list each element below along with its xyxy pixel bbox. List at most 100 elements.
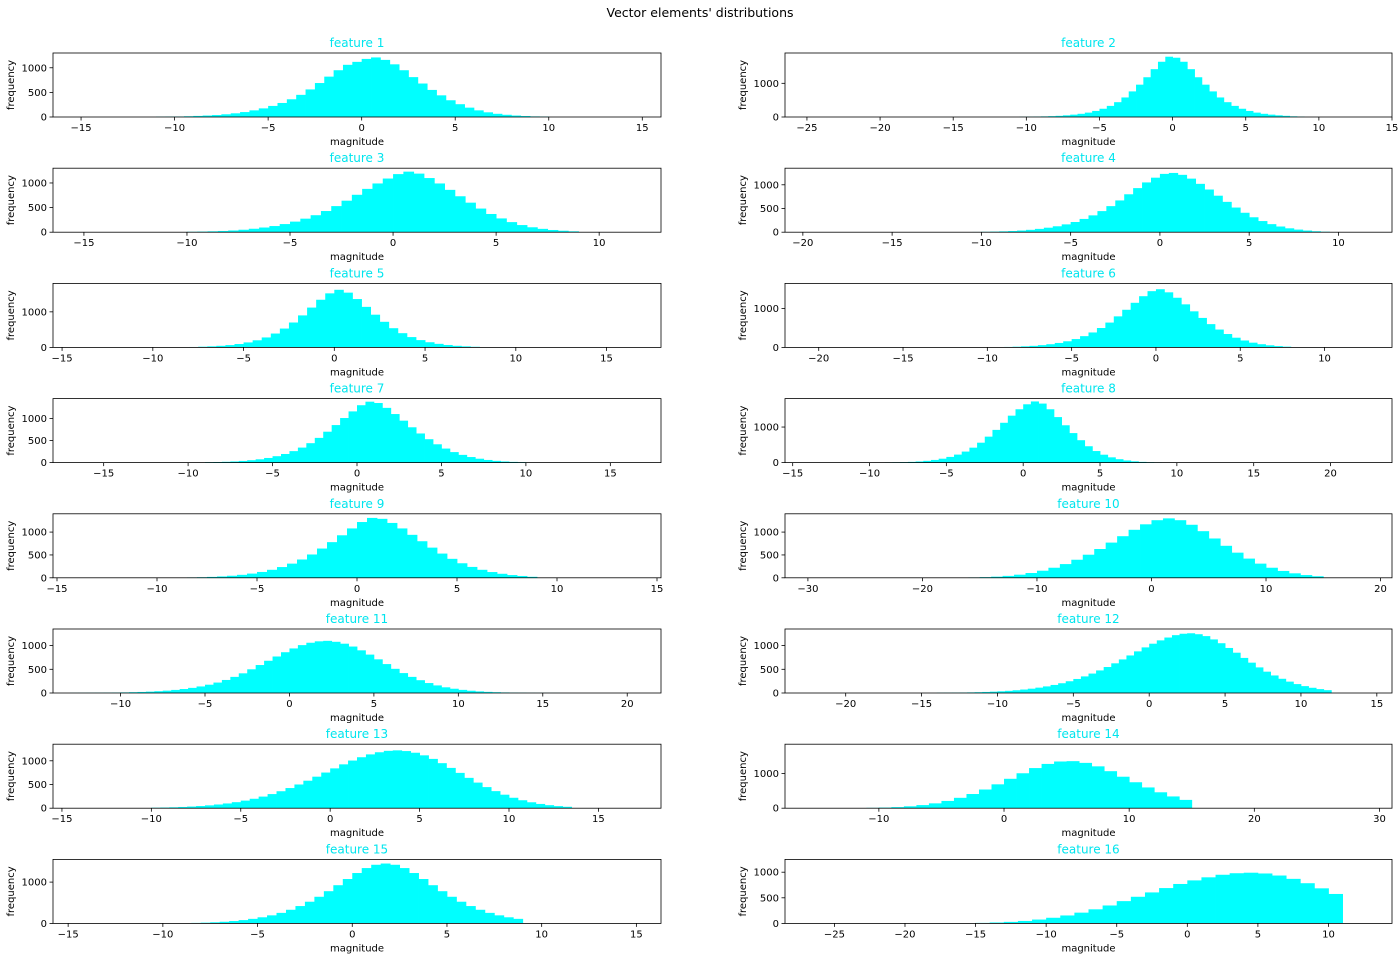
x-tick-label: −5 [250, 584, 265, 595]
subplot-feature-7: feature 7 −15 −10 −5 0 5 10 15 0 500 1000 magnitude… [6, 382, 662, 494]
histogram-bar [954, 454, 963, 463]
y-tick-label: 0 [41, 228, 47, 239]
histogram-bar [1223, 102, 1232, 117]
y-axis-label: frequency [6, 290, 17, 340]
x-tick-label: −15 [943, 123, 964, 134]
axes-frame [784, 398, 1393, 464]
histogram-bar [341, 200, 353, 233]
x-tick-label: 0 [1020, 469, 1026, 480]
histogram-bar [982, 691, 991, 693]
histogram-bar [285, 909, 296, 924]
histogram-bar [289, 648, 299, 693]
x-tick-label: 0 [331, 353, 337, 364]
histogram-bar [1245, 110, 1254, 117]
histogram-bar [1105, 322, 1115, 348]
histogram-bar [517, 800, 528, 809]
x-tick-label: 5 [1255, 929, 1261, 940]
histogram-bar [1107, 457, 1116, 463]
x-tick-label: 10 [1332, 238, 1345, 249]
subplot-title: feature 16 [1057, 842, 1119, 856]
histogram-bar [365, 654, 375, 693]
histogram-bar [1133, 188, 1143, 233]
histogram-bar [382, 664, 392, 693]
histogram-bar [1062, 115, 1071, 117]
histogram-bar [393, 174, 404, 233]
histogram-bar [268, 105, 278, 117]
histogram-bar [1052, 226, 1063, 233]
histogram-bar [238, 673, 248, 693]
histogram-bar [1216, 97, 1225, 117]
histogram-bar [1254, 563, 1267, 578]
histogram-bars [181, 863, 524, 924]
x-axis-label: magnitude [1061, 828, 1115, 839]
x-axis-label: magnitude [330, 598, 384, 609]
histogram-bar [399, 673, 409, 693]
histogram-bar [1300, 686, 1309, 693]
histogram-bar [1041, 763, 1055, 809]
histogram-bar [285, 788, 295, 809]
histogram-bar [248, 918, 258, 924]
histogram-bar [310, 215, 322, 233]
y-axis-label: frequency [6, 405, 17, 455]
x-tick-label: 15 [592, 814, 605, 825]
axes-frame [52, 282, 662, 348]
x-tick-label: −5 [233, 814, 248, 825]
histogram-bar [1079, 218, 1089, 233]
x-axis-label: magnitude [1061, 483, 1115, 494]
histogram-bar [178, 806, 188, 809]
histogram-bar [527, 576, 538, 578]
histogram-bar [248, 228, 260, 233]
axes-frame [52, 52, 662, 118]
histogram-bar [1187, 69, 1195, 117]
histogram-bar [1088, 215, 1098, 233]
histogram-bar [207, 346, 217, 348]
histogram-bar [221, 679, 231, 693]
y-tick-label: 500 [760, 893, 779, 904]
histogram-bar [424, 439, 434, 463]
x-tick-label: 0 [1148, 584, 1154, 595]
subplot-title: feature 1 [330, 36, 385, 50]
histogram-bar [1267, 114, 1276, 117]
y-tick-label: 1000 [22, 878, 47, 889]
x-tick-label: −20 [792, 238, 813, 249]
x-tick-label: −10 [176, 238, 197, 249]
histogram-bar [1054, 342, 1064, 348]
histogram-bar [517, 575, 528, 578]
histogram-bar [279, 224, 291, 233]
x-tick-label: −5 [236, 353, 251, 364]
subplot-feature-2: feature 2 −25 −20 −15 −10 −5 0 5 10 15 0 1000 magnit… [738, 36, 1398, 148]
y-tick-label: 1000 [754, 769, 779, 780]
histogram-bar [187, 806, 197, 809]
histogram-bar [978, 789, 992, 809]
x-tick-label: −20 [870, 123, 891, 134]
histogram-bar [1164, 292, 1174, 348]
histogram-bar [903, 806, 917, 809]
x-tick-label: −10 [152, 929, 173, 940]
x-tick-label: −5 [283, 238, 298, 249]
histogram-bar [1088, 909, 1104, 924]
histogram-bar [1187, 880, 1202, 924]
histogram-bar [1174, 520, 1187, 578]
x-tick-label: −30 [797, 584, 818, 595]
x-tick-label: −10 [141, 814, 162, 825]
histogram-bar [496, 218, 507, 233]
histogram-bar [1126, 655, 1135, 693]
histogram-bar [331, 206, 342, 233]
y-tick-label: 0 [773, 919, 779, 930]
x-tick-label: 10 [535, 929, 548, 940]
y-tick-label: 1000 [22, 307, 47, 318]
histogram-bar [1263, 671, 1271, 693]
x-tick-label: 5 [493, 238, 499, 249]
histogram-bar [255, 459, 265, 463]
y-tick-label: 0 [41, 573, 47, 584]
histogram-bar [1005, 690, 1014, 693]
histogram-bar [321, 772, 331, 809]
x-tick-label: −15 [782, 469, 803, 480]
histogram-bar [1097, 211, 1107, 233]
histogram-bar [1053, 417, 1063, 463]
x-tick-label: 15 [600, 353, 613, 364]
histogram-bar [314, 896, 325, 924]
histogram-bar [1116, 776, 1130, 809]
histogram-bar [1000, 422, 1009, 463]
